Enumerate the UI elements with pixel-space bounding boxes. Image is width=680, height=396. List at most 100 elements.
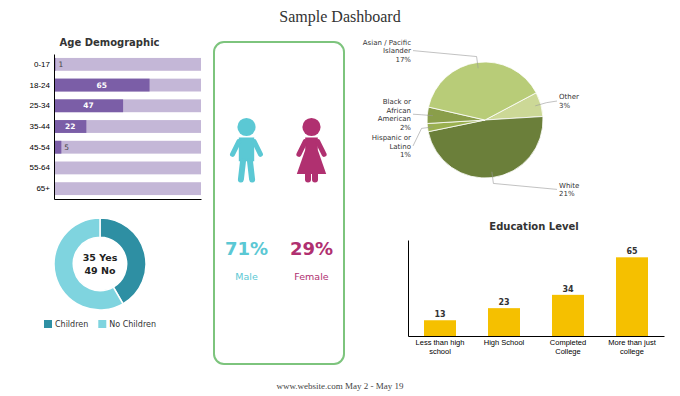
icon-part: [299, 142, 305, 155]
tick-label: 18-24: [30, 81, 51, 90]
tick: 65+: [36, 184, 54, 193]
tick: 35-44: [30, 122, 54, 131]
tick-label: 45-54: [30, 143, 51, 152]
slice-label: Other: [559, 93, 579, 101]
category-label: Male: [235, 271, 258, 282]
bar-track: [54, 99, 201, 112]
pie-slice: [428, 62, 536, 120]
tick-label-line: school: [429, 347, 451, 356]
bar-track: [54, 120, 201, 133]
tick-label: 65+: [36, 184, 50, 193]
data-label: 65: [97, 81, 107, 90]
bar-track: [54, 162, 201, 175]
leader-line: [535, 101, 557, 106]
icon: [297, 118, 326, 180]
slice-label: Asian / PacificIslander: [363, 39, 411, 56]
tick-label: 0-17: [34, 60, 51, 69]
data-label: 5: [64, 143, 69, 152]
bar-track: [54, 141, 201, 154]
axis-line: [55, 199, 202, 200]
bar-track: [54, 79, 201, 92]
tick: 0-17: [34, 60, 54, 69]
data-label: 2%: [400, 124, 411, 132]
tick: More than justcollege: [608, 336, 656, 356]
tick: High School: [484, 336, 525, 347]
donut-slice: [54, 218, 123, 310]
tick-label-line: High School: [484, 338, 525, 347]
legend-label: Children: [55, 320, 88, 329]
x-axis: [55, 199, 202, 200]
data-label: 1: [58, 60, 63, 69]
slice-label-line: Other: [559, 93, 579, 101]
legend: Children No Children: [44, 320, 156, 329]
icon-part: [312, 174, 318, 180]
slice-label-line: Islander: [383, 47, 411, 55]
tick-label: 55-64: [30, 163, 51, 172]
dashboard: Sample Dashboard www.website.com May 2 - …: [0, 0, 680, 396]
bar: [488, 308, 520, 336]
donut: [54, 218, 146, 310]
tick: 18-24: [30, 81, 54, 90]
legend-label: No Children: [109, 320, 156, 329]
data-label: 3%: [559, 102, 570, 110]
axis-line: [409, 336, 665, 337]
data-label: 21%: [559, 190, 575, 198]
category-label: Female: [294, 271, 329, 282]
y-axis: 0-17 18-24 25-34 35-44 45-54 55-64 65+: [30, 55, 55, 200]
icon: [233, 118, 261, 180]
data-label: 65: [626, 247, 638, 256]
axis-line: [408, 241, 409, 337]
slice-label: Black orAfricanAmerican: [378, 98, 411, 123]
icon-part: [305, 137, 318, 150]
chart-title: Age Demographic: [59, 37, 159, 48]
tick: 55-64: [30, 163, 54, 172]
icon-part: [254, 142, 260, 155]
plot-area: [54, 58, 201, 195]
data-label: 71%: [225, 238, 268, 259]
bar: [616, 257, 648, 336]
icon-part: [241, 161, 243, 179]
icon-part: [237, 118, 255, 136]
slice-label-line: American: [378, 115, 411, 123]
chart-title: Education Level: [489, 221, 578, 232]
legend-item: No Children: [98, 320, 156, 329]
x-axis: Less than highschool High School Completed…: [409, 336, 665, 356]
bar: [54, 141, 61, 154]
tick-label: 25-34: [30, 101, 51, 110]
data-label: 34: [562, 285, 574, 294]
tick-label: Less than highschool: [416, 338, 465, 355]
tick-label-line: college: [620, 347, 644, 356]
bar-track: [54, 182, 201, 195]
slice-label: White: [559, 182, 579, 190]
tick-label-line: College: [555, 347, 580, 356]
data-label: 13: [434, 310, 445, 319]
tick-label: 35-44: [30, 122, 51, 131]
slice-label-line: Asian / Pacific: [363, 39, 411, 47]
slice-label-line: White: [559, 182, 579, 190]
page-title: Sample Dashboard: [279, 8, 400, 26]
data-label: 49 No: [84, 265, 115, 276]
legend-swatch: [44, 320, 52, 328]
tick: CompletedCollege: [550, 336, 586, 356]
bar: [54, 120, 86, 133]
leader-line: [492, 172, 557, 190]
bar: [424, 320, 456, 336]
bar-track: [54, 58, 201, 71]
data-label: 47: [83, 101, 93, 110]
data-label: 23: [498, 298, 509, 307]
slice-label-line: Black or: [383, 98, 411, 106]
slice-label-line: Latino: [389, 143, 411, 151]
tick: Less than highschool: [416, 336, 465, 356]
icon-part: [305, 174, 311, 180]
plot-area: [424, 257, 648, 336]
legend-swatch: [98, 320, 106, 328]
tick-label: More than justcollege: [608, 338, 656, 355]
bar: [552, 295, 584, 336]
icon-part: [233, 142, 239, 155]
leader-line: [413, 114, 433, 115]
slice-label-line: African: [387, 107, 411, 115]
tick-label: CompletedCollege: [550, 338, 586, 355]
footer: www.website.com May 2 - May 19: [276, 381, 404, 391]
icon-part: [302, 118, 320, 136]
icon-part: [250, 161, 252, 179]
